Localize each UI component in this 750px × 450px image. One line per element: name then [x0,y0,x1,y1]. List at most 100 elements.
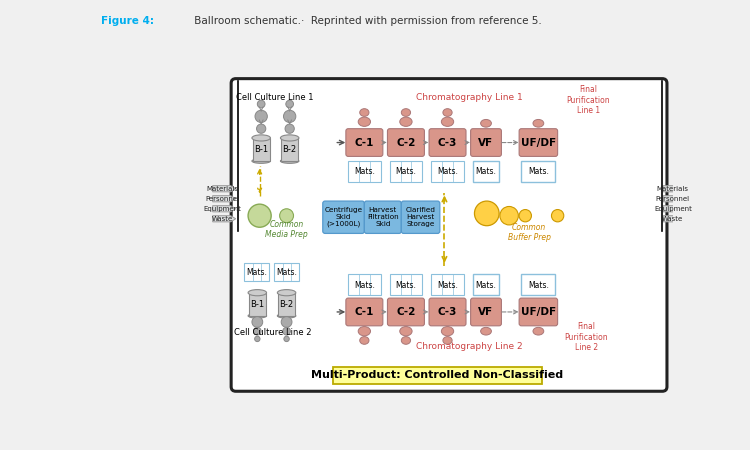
Circle shape [254,327,261,335]
Ellipse shape [248,290,266,296]
Ellipse shape [481,119,491,127]
Ellipse shape [443,108,452,117]
Ellipse shape [252,135,271,141]
Text: Ballroom schematic.·  Reprinted with permission from reference 5.: Ballroom schematic.· Reprinted with perm… [191,16,542,26]
Circle shape [475,201,499,226]
Text: Mats.: Mats. [354,167,375,176]
Text: C-2: C-2 [396,138,416,148]
Text: Mats.: Mats. [528,280,549,289]
Text: Multi-Product: Controlled Non-Classified: Multi-Product: Controlled Non-Classified [311,370,563,380]
Text: UF/DF: UF/DF [520,138,556,148]
Bar [348,274,380,295]
Text: Mats.: Mats. [476,280,496,289]
Ellipse shape [401,108,410,117]
Bar [390,274,422,295]
Ellipse shape [252,159,271,163]
Text: Mats.: Mats. [395,167,416,176]
Circle shape [519,210,532,222]
Bar [390,161,422,182]
Text: Waste: Waste [662,216,683,222]
Text: Final
Purification
Line 2: Final Purification Line 2 [564,323,608,352]
Ellipse shape [441,327,454,336]
Circle shape [255,336,260,342]
FancyBboxPatch shape [401,201,439,234]
Ellipse shape [248,314,266,318]
FancyBboxPatch shape [346,298,382,326]
Bar [348,161,380,182]
FancyBboxPatch shape [429,298,466,326]
FancyBboxPatch shape [470,129,502,157]
Ellipse shape [360,108,369,117]
Text: C-3: C-3 [438,307,458,317]
Polygon shape [663,196,686,202]
Text: Clarified
Harvest
Storage: Clarified Harvest Storage [406,207,436,227]
Text: Common
Media Prep: Common Media Prep [266,220,308,239]
Text: Equipment: Equipment [654,206,692,212]
FancyBboxPatch shape [470,298,502,326]
Text: Cell Culture Line 2: Cell Culture Line 2 [234,328,311,337]
Text: UF/DF: UF/DF [520,307,556,317]
Ellipse shape [280,135,299,141]
FancyBboxPatch shape [322,201,364,234]
Text: B-2: B-2 [283,145,297,154]
Ellipse shape [278,290,296,296]
Ellipse shape [481,327,491,335]
FancyBboxPatch shape [231,79,667,391]
Text: C-2: C-2 [396,307,416,317]
Polygon shape [663,216,686,222]
Circle shape [285,124,294,133]
Circle shape [255,110,267,122]
Polygon shape [213,216,236,222]
Ellipse shape [400,327,412,336]
Circle shape [551,210,564,222]
Circle shape [256,124,265,133]
Ellipse shape [360,337,369,344]
Text: C-1: C-1 [355,307,374,317]
Text: Mats.: Mats. [354,280,375,289]
Bar [253,138,270,161]
Text: Harvest
Filtration
Skid: Harvest Filtration Skid [367,207,399,227]
Circle shape [281,316,292,327]
Text: Chromatography Line 2: Chromatography Line 2 [416,342,523,351]
Circle shape [280,209,293,223]
Ellipse shape [278,314,296,318]
Bar [281,138,298,161]
Polygon shape [213,186,236,192]
Text: VF: VF [478,138,494,148]
Text: Mats.: Mats. [437,280,458,289]
Text: Personnel: Personnel [206,196,239,202]
Bar [473,274,499,295]
Circle shape [257,100,265,108]
FancyBboxPatch shape [388,129,424,157]
Text: Figure 4:: Figure 4: [101,16,154,26]
Text: Chromatography Line 1: Chromatography Line 1 [416,94,523,103]
Circle shape [248,204,272,227]
FancyBboxPatch shape [388,298,424,326]
Ellipse shape [358,117,370,126]
Ellipse shape [443,337,452,344]
Text: Equipment: Equipment [203,206,242,212]
FancyBboxPatch shape [519,129,557,157]
Text: Final
Purification
Line 1: Final Purification Line 1 [566,86,610,115]
Circle shape [283,327,290,335]
Text: Personnel: Personnel [656,196,690,202]
Ellipse shape [401,337,410,344]
Polygon shape [213,196,236,202]
Polygon shape [213,206,236,212]
Text: VF: VF [478,307,494,317]
Bar [244,263,268,281]
Text: Mats.: Mats. [395,280,416,289]
FancyBboxPatch shape [346,129,382,157]
FancyBboxPatch shape [429,129,466,157]
Bar [521,161,555,182]
Text: C-3: C-3 [438,138,458,148]
Ellipse shape [533,327,544,335]
Bar [278,292,295,316]
Text: Cell Culture Line 1: Cell Culture Line 1 [236,94,313,103]
Text: B-1: B-1 [254,145,268,154]
Text: C-1: C-1 [355,138,374,148]
Polygon shape [663,186,686,192]
Text: B-2: B-2 [280,300,294,309]
Bar [431,161,464,182]
Circle shape [284,336,290,342]
